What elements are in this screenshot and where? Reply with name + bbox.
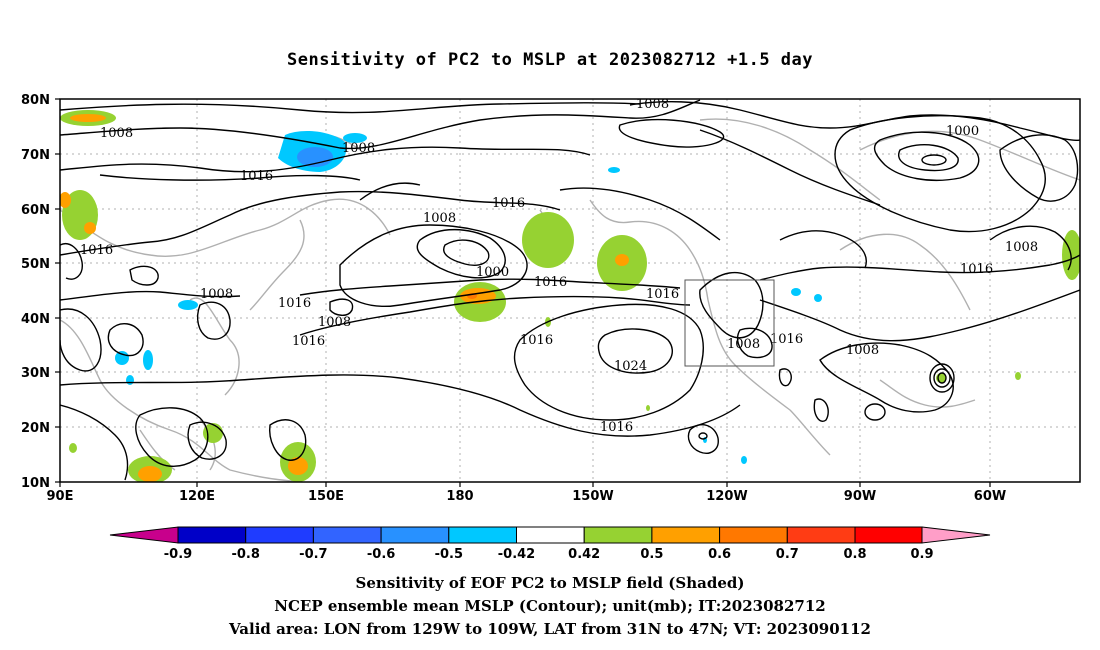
- lon-tick-label: 60W: [974, 489, 1006, 504]
- contour-label: 1024: [614, 359, 647, 374]
- contour-label: 1016: [240, 169, 273, 184]
- lat-tick-label: 20N: [21, 421, 50, 436]
- colorbar-swatch: [786, 526, 856, 544]
- colorbar-label: 0.5: [640, 547, 663, 562]
- lon-tick-label: 180: [446, 489, 473, 504]
- lon-tick-label: 150W: [572, 489, 613, 504]
- contour-labels: 1008 1008 1008 1000 1016 1016 1008 1016 …: [80, 97, 1038, 435]
- contour-label: 1008: [727, 337, 760, 352]
- contour-label: 1016: [600, 420, 633, 435]
- grid-lines: [60, 99, 1080, 482]
- colorbar-label: -0.5: [435, 547, 463, 562]
- colorbar-swatch: [312, 526, 382, 544]
- colorbar-swatch: [516, 526, 585, 544]
- colorbar-label: 0.6: [708, 547, 731, 562]
- lat-tick-label: 50N: [21, 257, 50, 272]
- colorbar-label: 0.42: [568, 547, 600, 562]
- lon-tick-label: 150E: [308, 489, 344, 504]
- colorbar-label: -0.6: [367, 547, 395, 562]
- contour-label: 1016: [278, 296, 311, 311]
- lat-tick-label: 40N: [21, 312, 50, 327]
- mslp-contours: [60, 99, 1080, 481]
- lon-tick-label: 90E: [47, 489, 74, 504]
- axes: 80N 70N 60N 50N 40N 30N 20N 10N 90E 120E…: [21, 93, 1006, 504]
- lat-tick-label: 60N: [21, 203, 50, 218]
- contour-label: 1016: [80, 243, 113, 258]
- contour-label: 1008: [846, 343, 879, 358]
- contour-label: 1008: [318, 315, 351, 330]
- contour-label: 1000: [946, 124, 979, 139]
- colorbar-label: -0.42: [498, 547, 535, 562]
- chart-title: Sensitivity of PC2 to MSLP at 2023082712…: [286, 50, 813, 70]
- colorbar-label: -0.9: [164, 547, 192, 562]
- colorbar-label: 0.8: [843, 547, 866, 562]
- lat-tick-label: 10N: [21, 476, 50, 491]
- caption-line-3: Valid area: LON from 129W to 109W, LAT f…: [229, 620, 871, 638]
- colorbar-label: -0.7: [299, 547, 327, 562]
- contour-label: 1008: [636, 97, 669, 112]
- lat-tick-label: 70N: [21, 148, 50, 163]
- colorbar-swatch: [719, 526, 788, 544]
- contour-label: 1008: [100, 126, 133, 141]
- contour-label: 1016: [770, 332, 803, 347]
- colorbar-label: -0.8: [231, 547, 259, 562]
- colorbar-swatch: [854, 526, 923, 544]
- contour-label: 1008: [423, 211, 456, 226]
- colorbar-swatch: [583, 526, 653, 544]
- colorbar-swatch: [448, 526, 517, 544]
- colorbar-label: 0.7: [776, 547, 799, 562]
- colorbar-label: 0.9: [910, 547, 933, 562]
- contour-label: 1016: [292, 334, 325, 349]
- colorbar: -0.9 -0.8 -0.7 -0.6 -0.5 -0.42 0.42 0.5 …: [109, 526, 991, 562]
- lon-tick-label: 120W: [706, 489, 747, 504]
- caption-line-1: Sensitivity of EOF PC2 to MSLP field (Sh…: [355, 574, 745, 592]
- colorbar-high-end: [921, 526, 991, 544]
- contour-label: 1008: [342, 141, 375, 156]
- caption-line-2: NCEP ensemble mean MSLP (Contour); unit(…: [274, 597, 826, 615]
- colorbar-swatch: [177, 526, 247, 544]
- colorbar-swatch: [245, 526, 314, 544]
- lon-tick-label: 120E: [179, 489, 215, 504]
- contour-label: 1016: [534, 275, 567, 290]
- contour-label: 1008: [1005, 240, 1038, 255]
- valid-area-box: [684, 279, 775, 367]
- contour-label: 1000: [476, 265, 509, 280]
- colorbar-swatch: [651, 526, 721, 544]
- colorbar-low-end: [109, 526, 179, 544]
- contour-label: 1016: [520, 333, 553, 348]
- lat-tick-label: 80N: [21, 93, 50, 108]
- contour-label: 1016: [960, 262, 993, 277]
- colorbar-swatch: [380, 526, 450, 544]
- sensitivity-shading: [60, 110, 1080, 482]
- lon-tick-label: 90W: [844, 489, 876, 504]
- contour-label: 1016: [646, 287, 679, 302]
- contour-label: 1016: [492, 196, 525, 211]
- contour-label: 1008: [200, 287, 233, 302]
- plot-frame: [59, 98, 1081, 483]
- lat-tick-label: 30N: [21, 366, 50, 381]
